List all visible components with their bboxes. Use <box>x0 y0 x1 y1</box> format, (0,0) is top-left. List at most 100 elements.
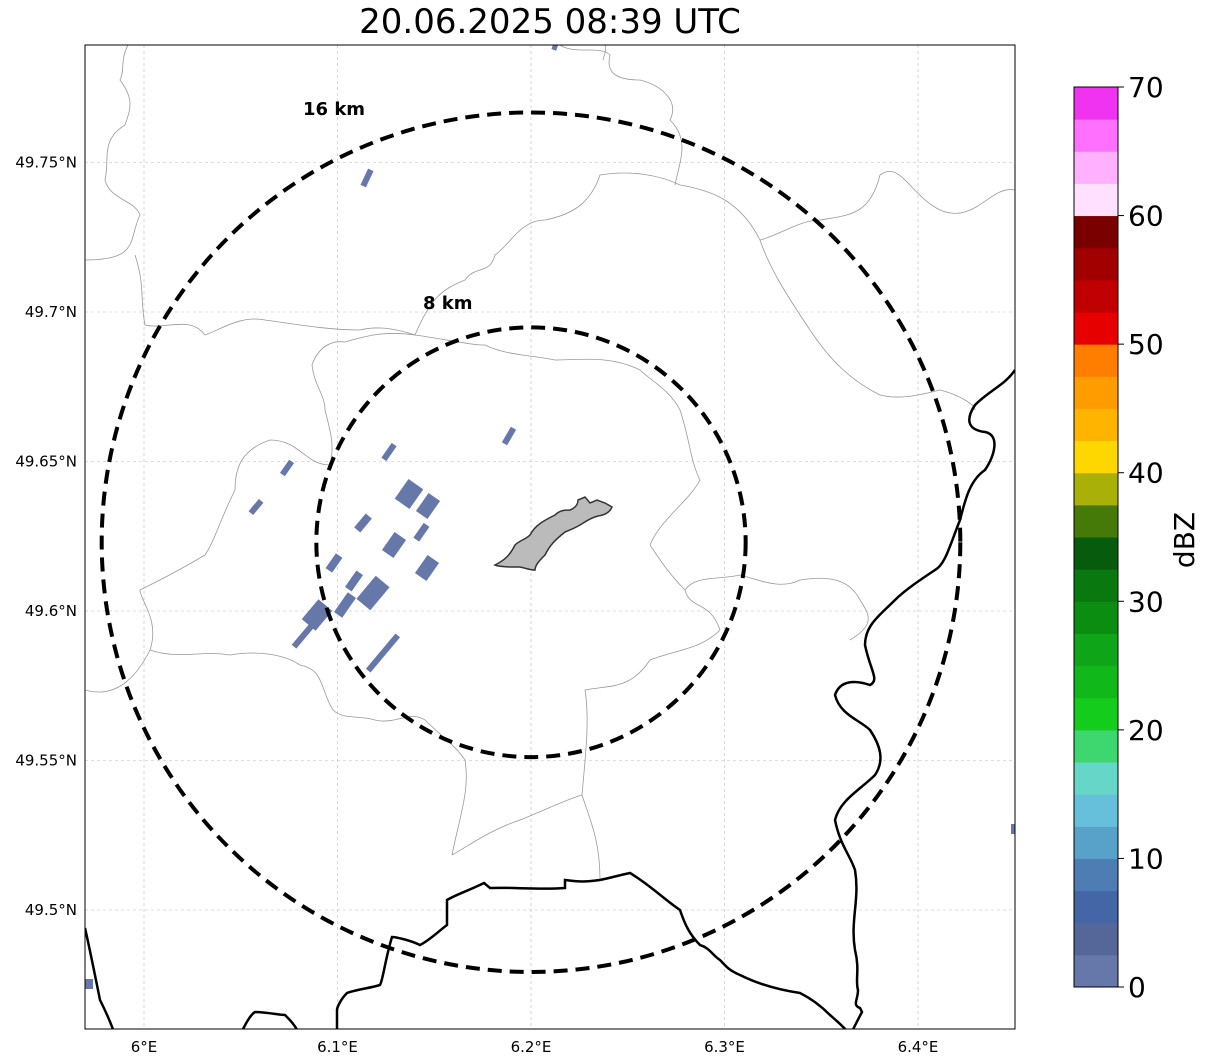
colorbar-tick-label: 40 <box>1128 457 1164 490</box>
echo-cell <box>279 459 295 477</box>
colorbar-segment <box>1074 183 1118 217</box>
colorbar-segment <box>1074 890 1118 924</box>
colorbar-segment <box>1074 569 1118 602</box>
x-tick-label: 6.1°E <box>317 1038 358 1056</box>
colorbar-segment <box>1074 440 1118 474</box>
colorbar-segment <box>1074 376 1118 409</box>
colorbar-segment <box>1074 729 1118 763</box>
echo-cell <box>334 592 356 618</box>
colorbar-tick-label: 0 <box>1128 971 1146 1004</box>
colorbar-segment <box>1074 312 1118 345</box>
colorbar-label: dBZ <box>1168 512 1201 568</box>
colorbar-segment <box>1074 826 1118 859</box>
colorbar-segment <box>1074 504 1118 538</box>
colorbar-segment <box>1074 119 1118 152</box>
colorbar-segment <box>1074 697 1118 731</box>
x-tick-label: 6.4°E <box>898 1038 939 1056</box>
boundary-line <box>85 45 141 261</box>
echo-cell <box>301 599 333 631</box>
city-area-polygon <box>493 496 613 571</box>
echo-cell <box>394 479 424 509</box>
y-tick-label: 49.6°N <box>25 602 77 620</box>
x-tick-label: 6.2°E <box>511 1038 552 1056</box>
echo-cell <box>381 442 397 462</box>
boundary-line <box>451 794 601 881</box>
echo-cell <box>414 554 440 582</box>
colorbar-segment <box>1074 408 1118 442</box>
y-tick-label: 49.55°N <box>15 752 77 770</box>
colorbar-tick-label: 60 <box>1128 200 1164 233</box>
colorbar-frame <box>1073 86 1119 988</box>
colorbar-segment <box>1074 922 1118 956</box>
border-line <box>241 1010 299 1029</box>
border-line <box>599 871 847 1029</box>
echo-cell <box>360 168 374 188</box>
y-tick-label: 49.75°N <box>15 154 77 172</box>
y-tick-label: 49.7°N <box>25 303 77 321</box>
municipal-boundaries <box>85 45 1015 881</box>
colorbar-tick-label: 30 <box>1128 585 1164 618</box>
boundary-line <box>85 333 416 693</box>
colorbar-segment <box>1074 537 1118 570</box>
border-line <box>335 878 601 1029</box>
colorbar-segment <box>1074 344 1118 377</box>
echo-cell <box>354 513 372 533</box>
boundary-line <box>414 171 1015 336</box>
echo-cell <box>356 575 390 611</box>
colorbar: 0 10 20 30 40 50 60 70 <box>1073 71 1164 1004</box>
echo-cell <box>1011 824 1015 834</box>
colorbar-segment <box>1074 279 1118 313</box>
echo-cell <box>344 570 364 592</box>
colorbar-segment <box>1074 762 1118 795</box>
echo-cell <box>248 498 264 516</box>
echo-cell <box>501 426 517 446</box>
y-tick-label: 49.5°N <box>25 901 77 919</box>
echo-cell <box>85 979 93 989</box>
ring-label-16km: 16 km <box>303 99 365 120</box>
boundary-line <box>581 574 869 796</box>
boundary-line <box>602 45 607 61</box>
colorbar-tick-label: 10 <box>1128 842 1164 875</box>
y-axis-ticks: 49.5°N 49.55°N 49.6°N 49.65°N 49.7°N 49.75°N <box>15 154 77 920</box>
boundary-line <box>759 239 976 411</box>
y-tick-label: 49.65°N <box>15 453 77 471</box>
colorbar-segment <box>1074 215 1118 249</box>
boundary-line <box>414 334 701 591</box>
colorbar-segment <box>1074 858 1118 892</box>
map-frame <box>84 44 1016 1030</box>
range-ring <box>314 325 748 760</box>
colorbar-segment <box>1074 151 1118 184</box>
echo-cell <box>365 633 401 673</box>
border-line <box>833 369 1015 1029</box>
colorbar-segment <box>1074 247 1118 281</box>
gridlines <box>85 45 1015 1029</box>
colorbar-segment <box>1074 633 1118 667</box>
colorbar-tick-label: 20 <box>1128 714 1164 747</box>
boundary-line <box>149 649 467 856</box>
colorbar-tick-label: 70 <box>1128 71 1164 104</box>
range-rings <box>99 110 963 974</box>
colorbar-segment <box>1074 954 1118 988</box>
echo-cell <box>381 531 407 559</box>
x-axis-ticks: 6°E 6.1°E 6.2°E 6.3°E 6.4°E <box>131 1038 939 1056</box>
echo-cell <box>413 522 430 542</box>
ring-label-8km: 8 km <box>423 293 473 314</box>
radar-echoes <box>85 45 1015 989</box>
boundary-line <box>559 45 683 186</box>
country-borders <box>85 369 1015 1029</box>
colorbar-segment <box>1074 794 1118 827</box>
x-tick-label: 6.3°E <box>704 1038 745 1056</box>
colorbar-tick-label: 50 <box>1128 328 1164 361</box>
boundary-line <box>134 254 416 336</box>
range-ring <box>99 110 963 974</box>
echo-cell <box>291 623 315 649</box>
colorbar-segment <box>1074 665 1118 699</box>
x-tick-label: 6°E <box>131 1038 158 1056</box>
border-line <box>85 927 115 1029</box>
echo-cell <box>415 492 441 520</box>
colorbar-segment <box>1074 87 1118 120</box>
echo-cell <box>325 553 343 573</box>
map-title: 20.06.2025 08:39 UTC <box>359 2 741 42</box>
colorbar-segment <box>1074 601 1118 634</box>
